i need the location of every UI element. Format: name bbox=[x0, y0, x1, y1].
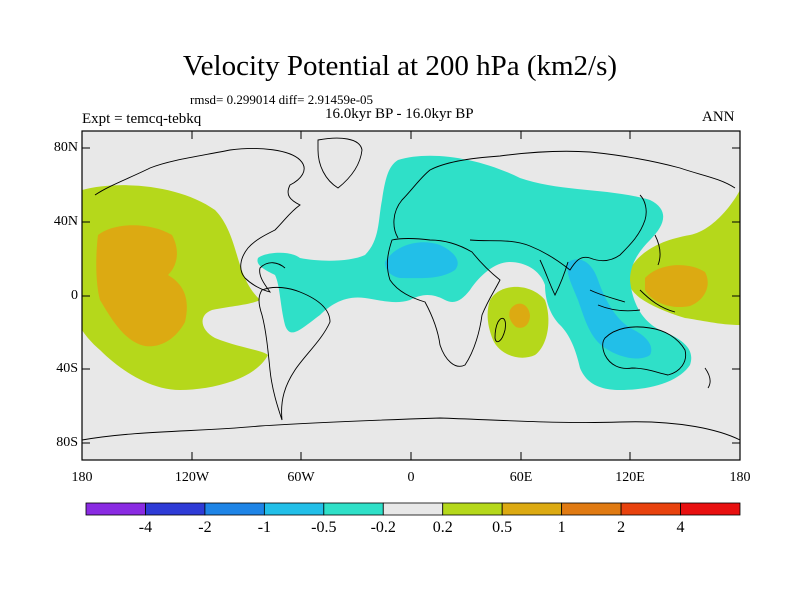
lat-tick-40n: 40N bbox=[53, 214, 78, 229]
pacific-moderate-positive-region bbox=[96, 225, 187, 347]
lon-tick-120w: 120W bbox=[174, 470, 210, 485]
colorbar-swatch bbox=[680, 502, 741, 516]
lat-tick-0: 0 bbox=[71, 288, 78, 303]
colorbar-swatch bbox=[323, 502, 384, 516]
colorbar bbox=[85, 502, 741, 516]
colorbar-swatch bbox=[145, 502, 206, 516]
lat-tick-40s: 40S bbox=[56, 361, 78, 376]
lon-tick-180e: 180 bbox=[729, 470, 751, 485]
lon-tick-0: 0 bbox=[407, 470, 415, 485]
lon-tick-60e: 60E bbox=[509, 470, 533, 485]
coastlines bbox=[82, 137, 740, 441]
colorbar-swatch bbox=[85, 502, 146, 516]
colorbar-label: 2 bbox=[617, 519, 626, 536]
experiment-label: Expt = temcq-tebkq bbox=[82, 111, 202, 127]
colorbar-label: 4 bbox=[676, 519, 685, 536]
colorbar-swatch bbox=[501, 502, 563, 516]
lon-tick-60w: 60W bbox=[287, 470, 315, 485]
season-label: ANN bbox=[702, 109, 735, 125]
colorbar-label: 0.5 bbox=[492, 519, 513, 536]
west-pacific-moderate-positive-region bbox=[645, 265, 708, 308]
lat-tick-80s: 80S bbox=[56, 435, 78, 450]
eurasia-negative-region bbox=[257, 155, 692, 390]
lon-tick-180w: 180 bbox=[71, 470, 93, 485]
indian-ocean-moderate-positive-region bbox=[509, 303, 530, 328]
stats-label: rmsd= 0.299014 diff= 2.91459e-05 bbox=[190, 92, 374, 107]
colorbar-swatch bbox=[620, 502, 681, 516]
lon-tick-120e: 120E bbox=[615, 470, 645, 485]
colorbar-label: 0.2 bbox=[432, 519, 453, 536]
colorbar-swatch bbox=[442, 502, 503, 516]
colorbar-label: -4 bbox=[138, 519, 153, 536]
period-label: 16.0kyr BP - 16.0kyr BP bbox=[325, 106, 474, 122]
lat-tick-80n: 80N bbox=[53, 140, 78, 155]
colorbar-label: -2 bbox=[198, 519, 212, 536]
colorbar-swatch bbox=[204, 502, 265, 516]
colorbar-label: -0.2 bbox=[370, 519, 396, 536]
colorbar-swatch bbox=[382, 502, 444, 516]
map-title: Velocity Potential at 200 hPa (km2/s) bbox=[182, 50, 618, 82]
colorbar-label: 1 bbox=[557, 519, 566, 536]
colorbar-label: -1 bbox=[257, 519, 272, 536]
africa-moderate-negative-region bbox=[385, 242, 458, 279]
colorbar-swatch bbox=[263, 502, 325, 516]
colorbar-swatch bbox=[561, 502, 622, 516]
colorbar-label: -0.5 bbox=[311, 519, 337, 536]
